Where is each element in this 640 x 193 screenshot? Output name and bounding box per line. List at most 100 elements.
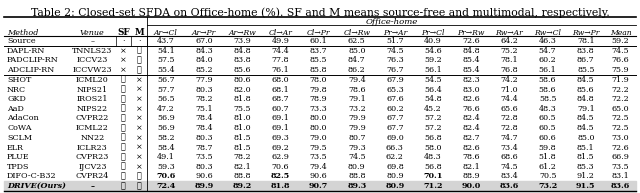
Text: 47.2: 47.2 (157, 105, 175, 113)
Text: 80.3: 80.3 (195, 85, 213, 93)
Text: 74.5: 74.5 (500, 163, 518, 171)
Text: 83.8: 83.8 (234, 57, 251, 64)
Text: 77.9: 77.9 (195, 76, 213, 84)
Text: 60.2: 60.2 (386, 105, 404, 113)
Text: 56.4: 56.4 (424, 85, 442, 93)
Text: ✓: ✓ (121, 85, 126, 93)
Text: 74.5: 74.5 (386, 47, 404, 55)
Text: 48.3: 48.3 (539, 105, 557, 113)
Text: ✓: ✓ (121, 173, 126, 180)
Text: 67.7: 67.7 (386, 114, 404, 123)
Text: ·: · (122, 37, 125, 45)
Text: 90.7: 90.7 (309, 182, 328, 190)
Text: ✓: ✓ (121, 124, 126, 132)
Text: 79.9: 79.9 (348, 114, 365, 123)
Text: AdaCon: AdaCon (7, 114, 39, 123)
Text: 68.1: 68.1 (271, 85, 289, 93)
Text: ✓: ✓ (137, 182, 141, 190)
Text: 78.6: 78.6 (348, 85, 365, 93)
Text: 58.2: 58.2 (157, 134, 175, 142)
Text: 75.2: 75.2 (500, 47, 518, 55)
Text: CoWA: CoWA (7, 124, 31, 132)
Text: 71.2: 71.2 (423, 182, 443, 190)
Text: 72.2: 72.2 (612, 95, 629, 103)
Text: ELR: ELR (7, 144, 24, 152)
Text: –: – (90, 182, 94, 190)
Text: 73.2: 73.2 (538, 182, 557, 190)
Text: 73.4: 73.4 (500, 144, 518, 152)
Text: 72.6: 72.6 (612, 144, 629, 152)
Text: 69.8: 69.8 (386, 163, 404, 171)
Text: 67.6: 67.6 (386, 95, 404, 103)
Text: 78.1: 78.1 (500, 57, 518, 64)
Text: GKD: GKD (7, 95, 26, 103)
Text: 83.4: 83.4 (500, 173, 518, 180)
Text: 79.4: 79.4 (310, 163, 328, 171)
Text: IJCV23: IJCV23 (78, 163, 107, 171)
Text: 70.1: 70.1 (423, 173, 443, 180)
Text: ICML20: ICML20 (76, 76, 109, 84)
Text: ×: × (136, 153, 142, 161)
Text: 80.9: 80.9 (385, 182, 404, 190)
Text: 82.1: 82.1 (463, 163, 480, 171)
Text: 78.0: 78.0 (310, 76, 327, 84)
Text: 58.5: 58.5 (539, 95, 556, 103)
Text: 54.5: 54.5 (424, 76, 442, 84)
Text: 84.5: 84.5 (577, 124, 595, 132)
Text: 59.2: 59.2 (424, 57, 442, 64)
Text: Rw→Pr: Rw→Pr (572, 29, 600, 37)
Text: ✓: ✓ (121, 144, 126, 152)
Text: ×: × (120, 57, 127, 64)
Text: 81.5: 81.5 (234, 144, 251, 152)
Text: Pr→Cl: Pr→Cl (421, 29, 445, 37)
Text: 88.9: 88.9 (463, 173, 480, 180)
Text: 46.3: 46.3 (539, 37, 557, 45)
Text: 89.2: 89.2 (232, 182, 252, 190)
Text: ×: × (120, 66, 127, 74)
Text: 77.8: 77.8 (271, 57, 289, 64)
Text: 56.8: 56.8 (424, 163, 442, 171)
Text: 80.7: 80.7 (348, 134, 365, 142)
Text: 89.9: 89.9 (195, 182, 214, 190)
Text: 75.5: 75.5 (234, 105, 251, 113)
Text: 81.0: 81.0 (234, 124, 251, 132)
Text: 82.7: 82.7 (463, 134, 480, 142)
Text: ✓: ✓ (137, 57, 141, 64)
Text: 85.8: 85.8 (310, 66, 327, 74)
Text: 85.1: 85.1 (577, 144, 595, 152)
Text: 81.5: 81.5 (577, 153, 595, 161)
Text: Ar→Pr: Ar→Pr (192, 29, 216, 37)
Text: 78.1: 78.1 (577, 37, 595, 45)
Text: 73.0: 73.0 (612, 134, 629, 142)
Text: 79.4: 79.4 (348, 76, 365, 84)
Text: Cl→Rw: Cl→Rw (343, 29, 371, 37)
Text: 40.9: 40.9 (424, 37, 442, 45)
Text: 61.2: 61.2 (539, 163, 557, 171)
Text: CVPR24: CVPR24 (76, 173, 109, 180)
Text: 80.3: 80.3 (195, 134, 213, 142)
Text: 74.2: 74.2 (500, 76, 518, 84)
Text: Rw→Ar: Rw→Ar (495, 29, 524, 37)
Text: 73.2: 73.2 (348, 105, 365, 113)
Text: Method: Method (7, 29, 38, 37)
Text: 84.0: 84.0 (195, 57, 213, 64)
Text: 57.2: 57.2 (424, 124, 442, 132)
Text: 81.0: 81.0 (234, 114, 251, 123)
Text: 78.7: 78.7 (195, 144, 213, 152)
Text: 79.0: 79.0 (310, 134, 328, 142)
Text: Ar→Cl: Ar→Cl (154, 29, 178, 37)
Text: –: – (90, 37, 94, 45)
Text: 72.2: 72.2 (612, 85, 629, 93)
Text: Cl→Ar: Cl→Ar (268, 29, 292, 37)
Text: 83.8: 83.8 (577, 47, 595, 55)
Text: 86.7: 86.7 (577, 57, 595, 64)
Text: 74.7: 74.7 (500, 134, 518, 142)
Text: 82.1: 82.1 (234, 163, 251, 171)
Text: 83.0: 83.0 (463, 85, 480, 93)
Text: 72.5: 72.5 (612, 114, 629, 123)
Text: 72.5: 72.5 (612, 124, 629, 132)
Text: Office-home: Office-home (365, 18, 417, 26)
Text: Venue: Venue (80, 29, 105, 37)
Text: 67.7: 67.7 (386, 124, 404, 132)
Text: Pr→Rw: Pr→Rw (458, 29, 485, 37)
